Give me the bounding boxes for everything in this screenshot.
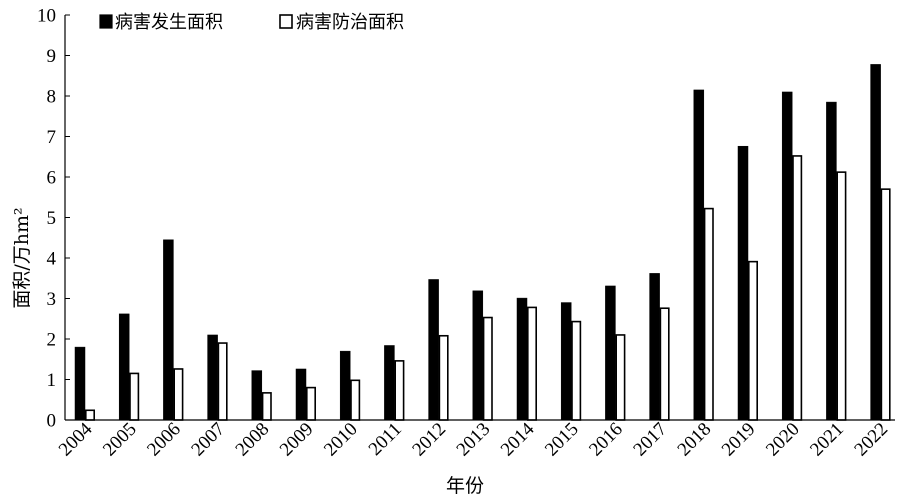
bar-occurrence-2018 [693, 89, 705, 421]
bar-control-2017 [659, 307, 670, 421]
y-tick-label: 9 [47, 46, 57, 67]
bars-group [74, 64, 891, 421]
bar-control-2021 [836, 171, 847, 421]
x-tick-label: 2020 [762, 419, 804, 461]
x-tick-label: 2005 [99, 419, 141, 461]
bar-occurrence-2021 [826, 101, 837, 421]
y-tick-label: 7 [47, 127, 57, 148]
bar-control-2009 [305, 386, 316, 421]
bar-occurrence-2014 [516, 297, 528, 421]
bar-occurrence-2013 [472, 290, 484, 421]
bar-control-2014 [526, 306, 537, 421]
bar-control-2013 [482, 316, 493, 421]
x-tick-label: 2012 [408, 419, 450, 461]
legend-label-occurrence: 病害发生面积 [115, 12, 223, 33]
x-tick-label: 2014 [497, 418, 539, 460]
y-tick-label: 8 [47, 87, 57, 108]
bar-occurrence-2007 [207, 334, 218, 421]
x-tick-label: 2017 [629, 419, 671, 461]
x-tick-label: 2021 [806, 419, 848, 461]
bar-control-2020 [792, 155, 803, 421]
x-tick-label: 2022 [850, 419, 892, 461]
legend-label-control: 病害防治面积 [296, 12, 404, 33]
y-axis-title: 面积/万hm² [11, 207, 33, 308]
bar-occurrence-2017 [649, 273, 660, 421]
bar-occurrence-2011 [384, 345, 395, 421]
bar-occurrence-2004 [74, 346, 86, 421]
y-tick-label: 1 [47, 370, 57, 391]
bar-occurrence-2016 [605, 285, 616, 421]
bar-control-2006 [173, 368, 184, 421]
bar-occurrence-2022 [870, 64, 881, 421]
x-axis-title: 年份 [446, 475, 484, 497]
legend: 病害发生面积 病害防治面积 [99, 12, 404, 33]
x-tick-label: 2015 [541, 419, 583, 461]
y-tick-label: 3 [47, 289, 57, 310]
x-tick-label: 2016 [585, 419, 627, 461]
x-tick-label: 2018 [674, 419, 716, 461]
bar-control-2004 [85, 409, 96, 421]
y-tick-label: 0 [47, 411, 57, 432]
x-tick-label: 2007 [187, 419, 229, 461]
y-tick-label: 4 [47, 249, 57, 270]
bar-control-2012 [438, 334, 449, 421]
bar-occurrence-2006 [163, 239, 174, 421]
y-tick-label: 2 [47, 330, 57, 351]
x-tick-label: 2019 [718, 419, 760, 461]
legend-swatch-occurrence [99, 14, 113, 29]
bar-control-2005 [129, 372, 140, 421]
x-tick-label: 2008 [232, 419, 274, 461]
x-ticks-group: 2004 2005 2006 2007 2008 2009 2010 2011 2012 2013… [55, 418, 892, 460]
bar-control-2019 [747, 260, 758, 421]
bar-control-2016 [615, 334, 626, 421]
bar-occurrence-2012 [428, 279, 439, 421]
bar-control-2018 [703, 207, 714, 421]
x-tick-label: 2010 [320, 419, 362, 461]
bar-control-2007 [217, 342, 228, 421]
y-tick-label: 10 [37, 6, 56, 27]
bar-occurrence-2009 [295, 368, 307, 421]
x-tick-label: 2013 [453, 419, 495, 461]
x-tick-label: 2009 [276, 419, 318, 461]
legend-swatch-control [279, 14, 293, 29]
bar-control-2022 [880, 188, 891, 421]
bar-control-2008 [261, 392, 272, 421]
bar-occurrence-2015 [560, 302, 572, 421]
bar-occurrence-2020 [781, 91, 793, 421]
y-tick-label: 5 [47, 208, 57, 229]
bar-control-2010 [350, 379, 361, 421]
bar-control-2011 [394, 360, 405, 421]
bar-control-2015 [571, 320, 582, 421]
bar-occurrence-2005 [118, 313, 130, 421]
x-tick-label: 2011 [365, 419, 406, 460]
bar-occurrence-2019 [737, 145, 749, 421]
y-tick-label: 6 [47, 168, 57, 189]
x-tick-label: 2004 [55, 418, 97, 460]
x-tick-label: 2006 [143, 419, 185, 461]
bar-occurrence-2010 [339, 350, 351, 421]
bar-occurrence-2008 [251, 370, 263, 421]
y-ticks-group: 0 1 2 3 4 5 6 7 8 9 10 [37, 6, 70, 432]
